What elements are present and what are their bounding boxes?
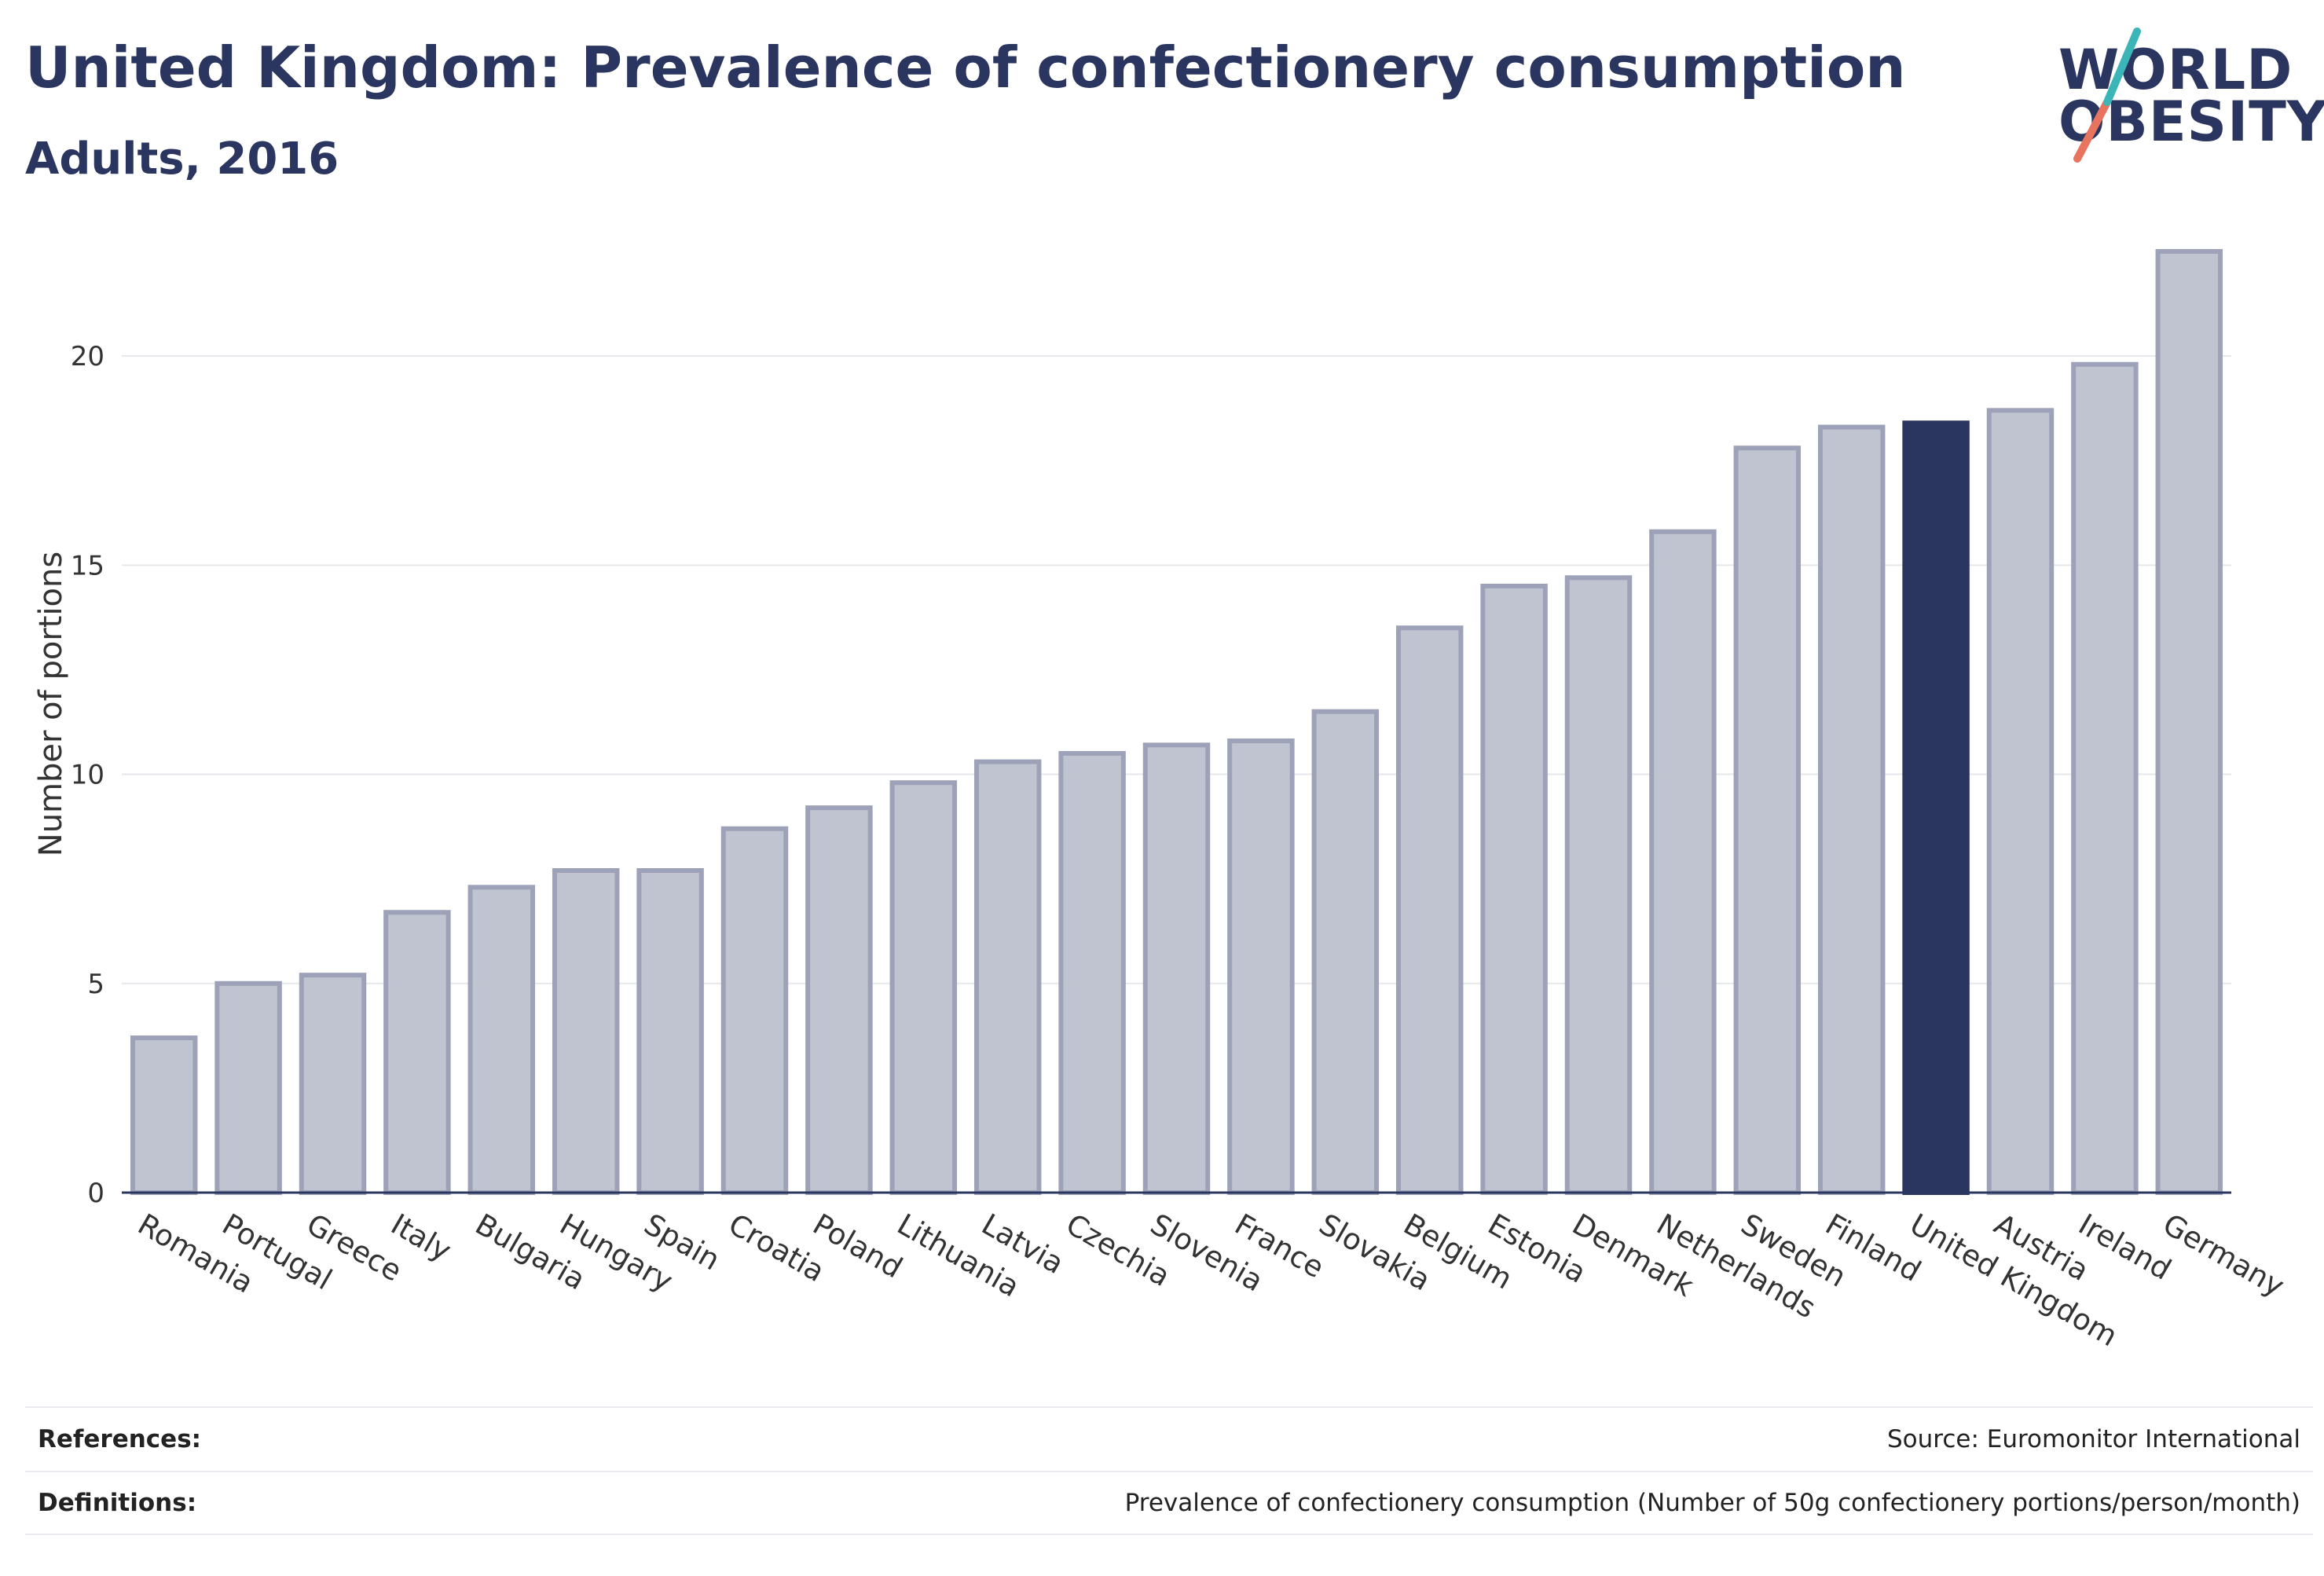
chart-subtitle: Adults, 2016: [25, 134, 339, 185]
bar-romania: [130, 1035, 198, 1196]
bar-belgium: [1395, 625, 1464, 1195]
y-tick-label: 10: [71, 760, 104, 791]
bar-lithuania: [889, 780, 958, 1195]
references-value: Source: Euromonitor International: [1886, 1425, 2300, 1453]
definitions-value: Prevalence of confectionery consumption …: [1124, 1489, 2300, 1517]
bar-germany: [2155, 249, 2223, 1195]
x-tick-label: Germany: [2157, 1208, 2290, 1303]
footer-table: References: Source: Euromonitor Internat…: [25, 1406, 2313, 1535]
bar-slovakia: [1311, 709, 1380, 1195]
bar-austria: [1986, 408, 2055, 1195]
bar-france: [1227, 738, 1295, 1195]
bar-sweden: [1733, 445, 1802, 1195]
bar-netherlands: [1649, 529, 1717, 1195]
logo-text-obesity: OBESITY: [2058, 90, 2324, 154]
bar-denmark: [1564, 575, 1633, 1196]
definitions-row: Definitions: Prevalence of confectionery…: [25, 1471, 2313, 1535]
bar-hungary: [552, 868, 620, 1195]
y-tick-label: 15: [71, 550, 104, 581]
bar-united-kingdom: [1902, 420, 1970, 1195]
bar-estonia: [1480, 583, 1548, 1195]
y-axis-title: Number of portions: [33, 552, 69, 856]
bar-greece: [299, 973, 367, 1196]
bar-bulgaria: [467, 885, 536, 1195]
bar-portugal: [214, 980, 282, 1195]
references-row: References: Source: Euromonitor Internat…: [25, 1406, 2313, 1471]
y-tick-label: 20: [71, 341, 104, 372]
y-tick-label: 0: [87, 1178, 104, 1209]
x-tick-label: Croatia: [723, 1208, 830, 1289]
y-tick-label: 5: [87, 969, 104, 1000]
bar-ireland: [2071, 361, 2139, 1195]
bar-finland: [1817, 424, 1886, 1196]
bar-slovenia: [1142, 742, 1211, 1195]
x-tick-label: Poland: [807, 1208, 907, 1285]
bar-poland: [805, 805, 873, 1195]
bar-spain: [636, 868, 704, 1195]
bar-czechia: [1058, 750, 1126, 1195]
bar-croatia: [720, 826, 789, 1195]
x-tick-label: Ireland: [2073, 1208, 2176, 1287]
chart-title: United Kingdom: Prevalence of confection…: [25, 35, 1906, 101]
definitions-label: Definitions:: [38, 1489, 197, 1517]
bars: [130, 249, 2223, 1196]
world-obesity-logo: WORLD OBESITY: [2058, 24, 2324, 165]
references-label: References:: [38, 1425, 202, 1453]
bar-latvia: [973, 759, 1042, 1195]
logo-slash-icon: [2073, 27, 2141, 163]
logo-text-world: WORLD: [2058, 38, 2293, 102]
bar-italy: [383, 910, 451, 1195]
